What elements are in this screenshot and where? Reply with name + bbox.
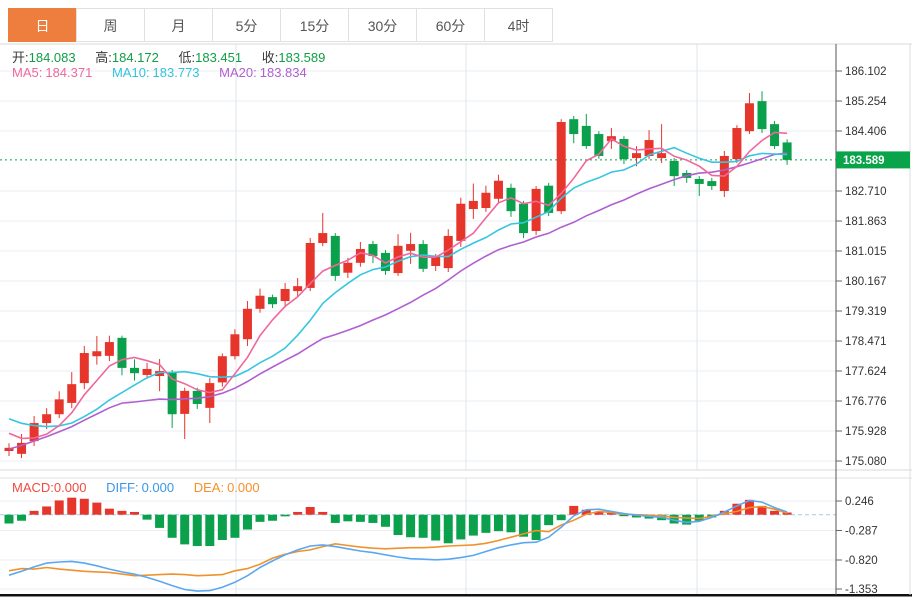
tab-5min[interactable]: 5分 [212, 8, 281, 42]
ma-legend: MA5: 184.371 MA10: 183.773 MA20: 183.834 [12, 65, 307, 80]
diff-label: DIFF: [106, 480, 139, 495]
macd-value: 0.000 [53, 480, 87, 495]
ma20-line [8, 152, 788, 450]
ma10-value: 183.773 [152, 65, 200, 80]
macd-label: MACD: [12, 480, 54, 495]
close-label: 收: [261, 50, 279, 65]
tab-30min[interactable]: 30分 [348, 8, 417, 42]
y-axis-label: 176.776 [845, 396, 887, 408]
open-value: 184.083 [28, 50, 76, 65]
ma10-line [8, 146, 788, 428]
y-axis-label: -0.820 [845, 555, 878, 567]
y-axis-label: 181.863 [845, 216, 887, 228]
dea-value: 0.000 [227, 480, 260, 495]
tab-week[interactable]: 周 [76, 8, 145, 42]
y-axis-label: 180.167 [845, 276, 887, 288]
y-axis-label: 185.254 [845, 96, 887, 108]
y-axis-label: 179.319 [845, 306, 887, 318]
tab-15min[interactable]: 15分 [280, 8, 349, 42]
low-label: 低: [178, 50, 196, 65]
ma10-label: MA10: [111, 65, 150, 80]
y-axis-label: 175.080 [845, 456, 887, 468]
y-axis-label: 181.015 [845, 246, 887, 258]
ma20-label: MA20: [219, 65, 257, 80]
dea-label: DEA: [193, 480, 225, 495]
y-axis-label: -0.287 [845, 525, 878, 537]
y-axis-label: -1.353 [845, 584, 878, 596]
high-value: 184.172 [111, 50, 159, 65]
macd-legend: MACD:0.000 DIFF: 0.000 DEA: 0.000 [12, 480, 260, 495]
tab-month[interactable]: 月 [144, 8, 213, 42]
tab-day[interactable]: 日 [8, 8, 77, 42]
timeframe-tabs: 日周月 5分 15分 30分 60分 4时 [8, 8, 553, 42]
current-price-tag-label: 183.589 [843, 155, 885, 167]
y-axis-label: 182.710 [845, 186, 887, 198]
diff-line [8, 499, 788, 592]
y-axis-label: 184.406 [845, 126, 887, 138]
ma5-label: MA5: [12, 65, 43, 80]
y-axis-label: 175.928 [845, 426, 887, 438]
tab-60min[interactable]: 60分 [416, 8, 485, 42]
current-price-tag [836, 151, 910, 169]
ohlc-legend: 开:184.083 高:184.172 低:183.451 收:183.589 [12, 47, 325, 66]
tab-4hour[interactable]: 4时 [484, 8, 553, 42]
y-axis-label: 0.246 [845, 496, 874, 508]
y-axis-label: 177.624 [845, 366, 887, 378]
candles [4, 91, 792, 459]
y-axis-label: 178.471 [845, 336, 887, 348]
ma5-value: 184.371 [45, 65, 93, 80]
high-label: 高: [95, 50, 112, 65]
low-value: 183.451 [195, 50, 243, 65]
y-axis-label: 186.102 [845, 66, 887, 78]
diff-value: 0.000 [141, 480, 175, 495]
close-value: 183.589 [278, 50, 326, 65]
ma20-value: 183.834 [259, 65, 307, 80]
open-label: 开: [12, 50, 29, 65]
ma5-line [8, 131, 788, 440]
